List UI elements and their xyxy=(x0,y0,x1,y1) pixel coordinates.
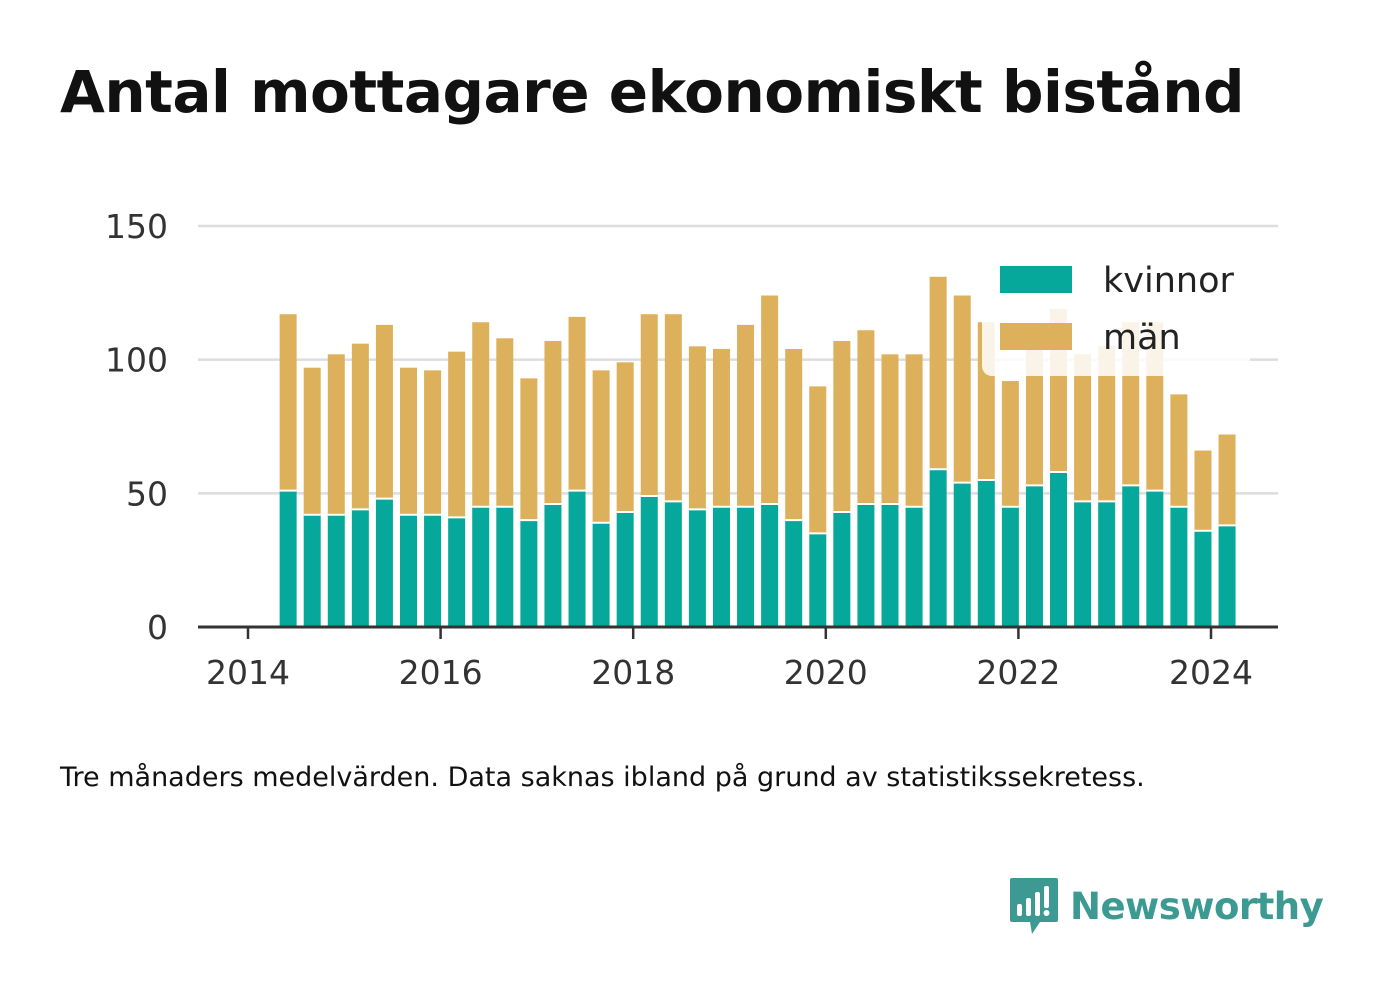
bars xyxy=(279,276,1236,627)
legend-label: kvinnor xyxy=(1103,261,1234,301)
bar-segment-kvinnor xyxy=(520,520,538,627)
bar-segment-man xyxy=(929,276,947,470)
bar-segment-kvinnor xyxy=(881,504,899,627)
x-tick-label: 2020 xyxy=(784,653,868,692)
bar-segment-kvinnor xyxy=(857,504,875,627)
bar-segment-kvinnor xyxy=(544,504,562,627)
bar-segment-kvinnor xyxy=(592,522,610,627)
x-tick-label: 2018 xyxy=(591,653,675,692)
bar-segment-kvinnor xyxy=(472,506,490,627)
bar-segment-kvinnor xyxy=(1194,530,1212,627)
bar-segment-kvinnor xyxy=(905,506,923,627)
bar-segment-kvinnor xyxy=(664,501,682,627)
bar-segment-man xyxy=(1074,354,1092,502)
bar-segment-man xyxy=(1025,346,1043,486)
bar-segment-kvinnor xyxy=(1146,490,1164,627)
x-tick-label: 2024 xyxy=(1169,653,1253,692)
bar-segment-man xyxy=(688,346,706,510)
bar-segment-man xyxy=(785,348,803,521)
bar-segment-man xyxy=(761,295,779,505)
bar-segment-kvinnor xyxy=(761,504,779,627)
brand-name: Newsworthy xyxy=(1070,884,1324,928)
bar-segment-man xyxy=(616,362,634,513)
bar-segment-man xyxy=(472,322,490,507)
bar-segment-kvinnor xyxy=(1025,485,1043,627)
bar-segment-man xyxy=(1218,434,1236,526)
bar-segment-man xyxy=(881,354,899,505)
bar-segment-kvinnor xyxy=(496,506,514,627)
bar-segment-man xyxy=(496,338,514,507)
bar-segment-man xyxy=(664,314,682,502)
bar-segment-kvinnor xyxy=(375,498,393,627)
bar-segment-man xyxy=(520,378,538,521)
bar-segment-kvinnor xyxy=(424,514,442,627)
bar-segment-man xyxy=(351,343,369,510)
brand-logo: Newsworthy xyxy=(1008,876,1324,936)
bar-segment-man xyxy=(424,370,442,515)
bar-segment-kvinnor xyxy=(1122,485,1140,627)
bar-segment-kvinnor xyxy=(351,509,369,627)
bar-segment-man xyxy=(640,314,658,497)
bar-segment-kvinnor xyxy=(688,509,706,627)
bar-segment-kvinnor xyxy=(400,514,417,627)
bar-segment-man xyxy=(592,370,610,523)
bar-segment-man xyxy=(1170,394,1188,507)
bar-segment-man xyxy=(737,324,755,507)
bar-segment-man xyxy=(1194,450,1212,531)
bar-segment-man xyxy=(544,340,562,505)
bar-segment-kvinnor xyxy=(327,514,345,627)
bar-segment-kvinnor xyxy=(833,512,851,627)
bar-segment-man xyxy=(303,367,321,515)
bar-segment-man xyxy=(809,386,827,534)
x-tick-label: 2016 xyxy=(399,653,483,692)
bar-segment-man xyxy=(375,324,393,499)
bar-segment-man xyxy=(568,316,586,491)
bar-segment-man xyxy=(400,367,417,515)
bar-chart-speech-bubble-icon xyxy=(1010,878,1058,934)
bar-segment-kvinnor xyxy=(279,490,297,627)
bar-segment-kvinnor xyxy=(785,520,803,627)
x-tick-label: 2014 xyxy=(206,653,290,692)
bar-segment-man xyxy=(327,354,345,515)
legend-swatch-kvinnor xyxy=(1000,266,1072,293)
legend-swatch-mn xyxy=(1000,323,1072,350)
y-tick-label: 150 xyxy=(105,207,168,246)
bar-segment-kvinnor xyxy=(640,496,658,627)
bar-segment-kvinnor xyxy=(616,512,634,627)
bar-segment-kvinnor xyxy=(1170,506,1188,627)
bar-segment-kvinnor xyxy=(1218,525,1236,627)
bar-segment-kvinnor xyxy=(977,479,995,627)
bar-segment-kvinnor xyxy=(953,482,971,627)
bar-segment-man xyxy=(953,295,971,483)
y-tick-label: 100 xyxy=(105,341,168,380)
bar-segment-man xyxy=(279,314,297,491)
footnote: Tre månaders medelvärden. Data saknas ib… xyxy=(60,762,1145,793)
legend: kvinnor män xyxy=(982,252,1250,376)
bar-segment-man xyxy=(712,348,730,507)
chart-title: Antal mottagare ekonomiskt bistånd xyxy=(60,58,1245,126)
bar-segment-man xyxy=(448,351,466,518)
legend-label: män xyxy=(1103,318,1181,358)
bar-segment-kvinnor xyxy=(1050,471,1068,627)
bar-segment-kvinnor xyxy=(568,490,586,627)
x-tick-label: 2022 xyxy=(976,653,1060,692)
bar-segment-kvinnor xyxy=(1098,501,1116,627)
bar-segment-kvinnor xyxy=(448,517,466,627)
bar-segment-kvinnor xyxy=(712,506,730,627)
y-tick-label: 50 xyxy=(126,474,168,513)
bar-segment-man xyxy=(1001,381,1019,507)
bar-segment-kvinnor xyxy=(1074,501,1092,627)
bar-segment-kvinnor xyxy=(929,469,947,627)
y-tick-label: 0 xyxy=(147,608,168,647)
bar-segment-kvinnor xyxy=(1001,506,1019,627)
bar-segment-man xyxy=(857,330,875,505)
bar-segment-man xyxy=(833,340,851,513)
bar-segment-kvinnor xyxy=(737,506,755,627)
bar-segment-kvinnor xyxy=(303,514,321,627)
bar-segment-kvinnor xyxy=(809,533,827,627)
bar-segment-man xyxy=(905,354,923,507)
bar-segment-man xyxy=(1098,346,1116,502)
axes: 0 50 100 150 2014 2016 2018 2020 2022 2024 xyxy=(105,207,1278,692)
